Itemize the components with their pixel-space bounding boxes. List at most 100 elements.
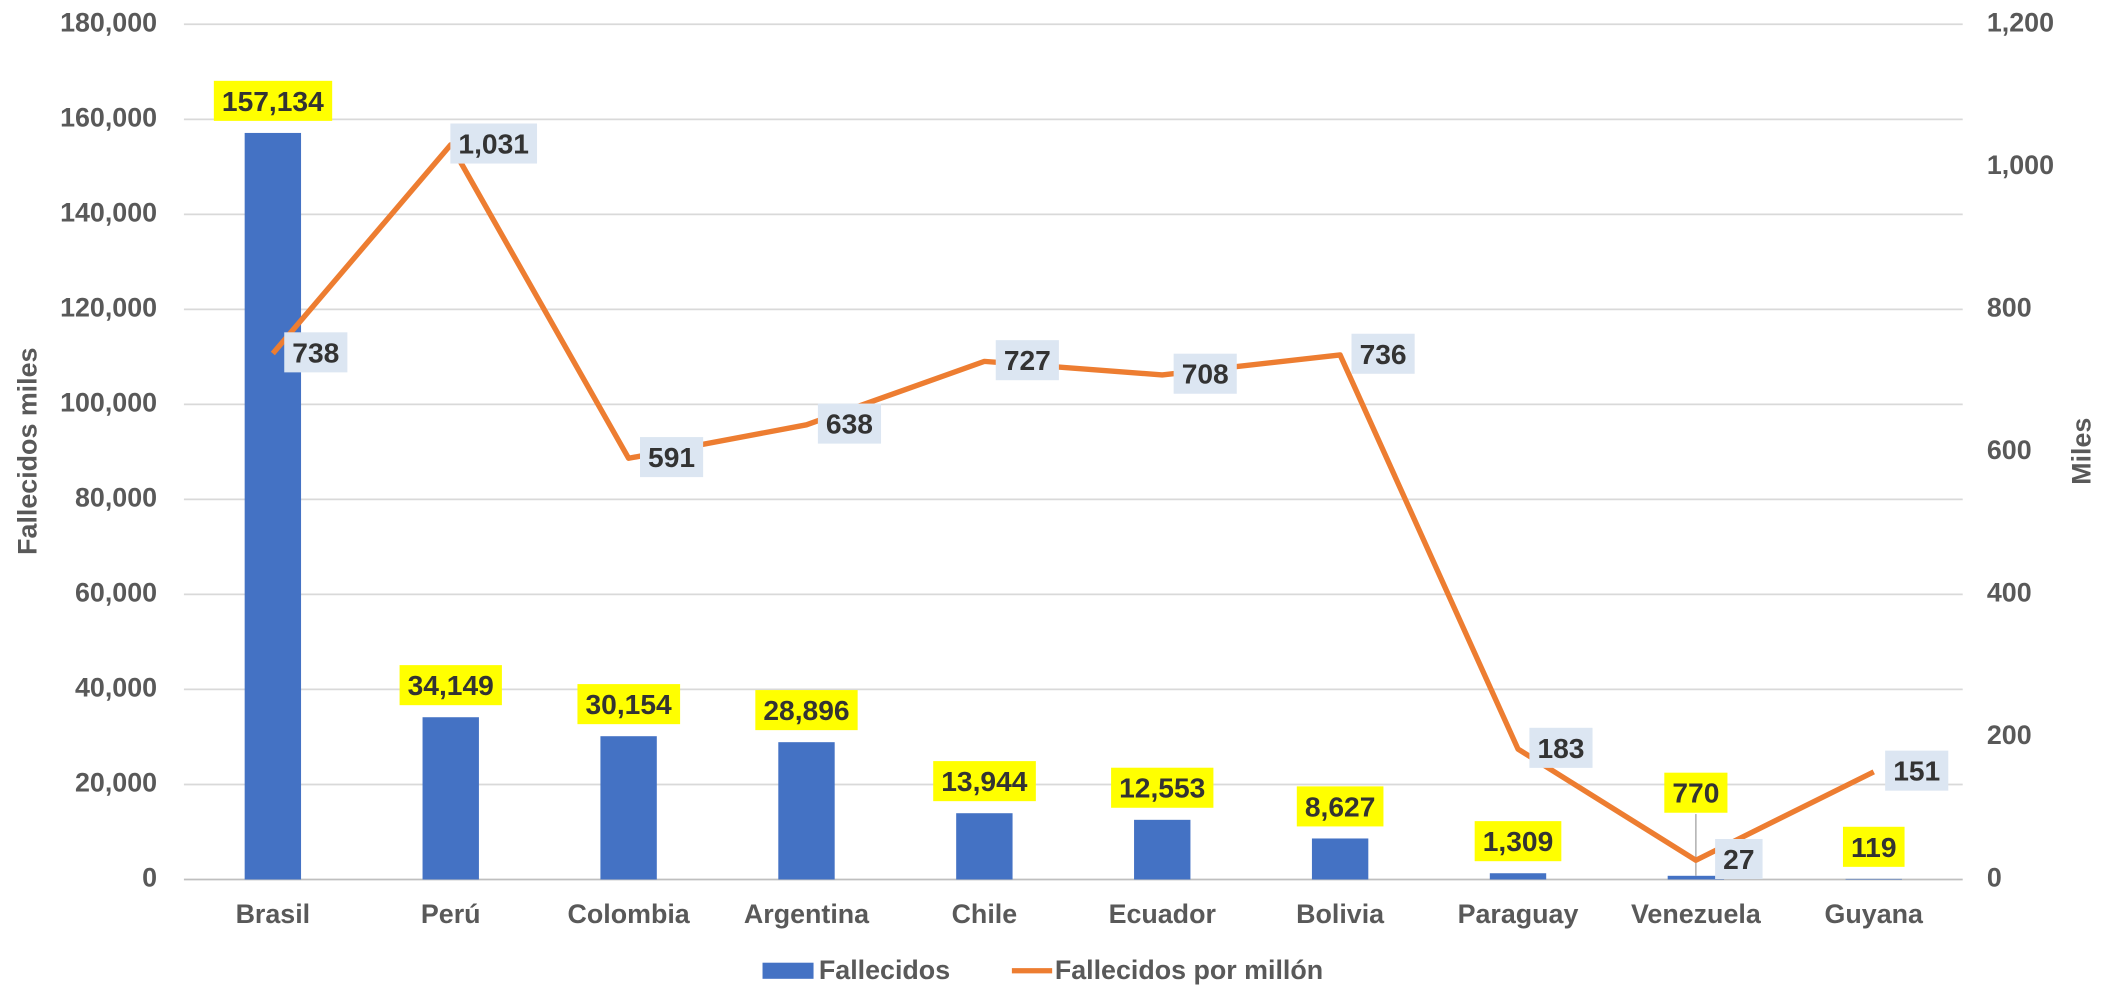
data-label-box — [640, 437, 704, 478]
x-tick-label: Perú — [421, 899, 481, 929]
x-tick-label: Brasil — [236, 899, 311, 929]
data-label-text: 119 — [1851, 831, 1896, 863]
data-label: 1,031 — [450, 123, 538, 164]
data-label: 183 — [1529, 727, 1593, 768]
data-label-text: 727 — [1004, 344, 1051, 376]
line — [270, 142, 1875, 863]
data-label: 119 — [1842, 826, 1905, 867]
data-label-text: 151 — [1893, 755, 1940, 787]
data-label-box — [399, 665, 502, 706]
data-label-box — [1664, 772, 1728, 813]
data-label-box — [995, 340, 1059, 381]
data-label: 736 — [1351, 333, 1415, 374]
data-label: 638 — [817, 403, 882, 444]
data-label-box — [450, 123, 538, 164]
y-tick-label: 140,000 — [60, 197, 157, 227]
data-label-text: 1,309 — [1483, 825, 1554, 857]
x-tick-label: Venezuela — [1631, 899, 1762, 929]
legend-label: Fallecidos — [819, 955, 950, 985]
y-tick-label: 80,000 — [75, 482, 157, 512]
bar — [600, 736, 657, 880]
data-label-box — [1529, 727, 1593, 768]
data-label: 27 — [1715, 838, 1763, 880]
data-label: 708 — [1173, 353, 1237, 394]
data-label-box — [1715, 838, 1763, 880]
data-label-text: 27 — [1723, 843, 1754, 875]
data-label: 157,134 — [213, 80, 333, 121]
y-tick-label: 60,000 — [75, 578, 157, 608]
data-label-text: 1,031 — [458, 128, 529, 160]
bar — [1311, 838, 1369, 880]
y2-tick-label: 1,000 — [1987, 150, 2054, 180]
data-label: 8,627 — [1296, 786, 1384, 827]
y-tick-label: 120,000 — [60, 292, 157, 322]
data-label-box — [284, 332, 348, 373]
data-label: 12,553 — [1111, 767, 1214, 808]
y2-tick-label: 400 — [1987, 578, 2032, 608]
bar — [956, 813, 1013, 880]
y-tick-label: 160,000 — [60, 102, 157, 132]
data-label-box — [1111, 767, 1214, 808]
x-tick-label: Paraguay — [1458, 899, 1579, 929]
legend-label: Fallecidos por millón — [1055, 955, 1323, 985]
data-label-text: 738 — [292, 336, 339, 368]
x-tick-label: Guyana — [1825, 899, 1924, 929]
data-label-text: 13,944 — [941, 765, 1028, 797]
data-label-box — [755, 690, 858, 731]
data-label: 28,896 — [755, 690, 858, 731]
data-label-box — [933, 761, 1036, 802]
x-tick-label: Chile — [952, 899, 1018, 929]
y-tick-label: 180,000 — [60, 7, 157, 37]
x-tick-label: Argentina — [744, 899, 870, 929]
bar — [1134, 819, 1191, 880]
x-tick-label: Bolivia — [1296, 899, 1385, 929]
bar — [244, 132, 302, 880]
data-label-box — [1474, 821, 1562, 862]
data-label: 591 — [640, 437, 704, 478]
data-label-text: 183 — [1537, 732, 1584, 764]
bar — [1667, 875, 1725, 880]
data-label-box — [817, 403, 882, 444]
data-label-text: 708 — [1182, 358, 1229, 390]
data-label-text: 157,134 — [222, 85, 324, 117]
data-label-box — [1351, 333, 1415, 374]
data-label-text: 30,154 — [586, 688, 673, 720]
data-label-text: 770 — [1672, 777, 1719, 809]
data-label-box — [1842, 826, 1905, 867]
y2-tick-label: 1,200 — [1987, 7, 2054, 37]
data-label-box — [1885, 750, 1949, 791]
bar — [422, 717, 479, 880]
bar — [778, 742, 835, 880]
y2-tick-label: 800 — [1987, 292, 2032, 322]
data-label-box — [577, 684, 681, 725]
data-label-text: 28,896 — [763, 694, 849, 726]
y2-tick-label: 600 — [1987, 435, 2032, 465]
y-tick-label: 20,000 — [75, 768, 157, 798]
y2-tick-label: 0 — [1987, 863, 2002, 893]
data-label: 30,154 — [577, 684, 681, 725]
bar — [1489, 873, 1547, 880]
data-label-text: 591 — [648, 441, 695, 473]
data-label-text: 12,553 — [1119, 772, 1205, 804]
y2-axis-label: Miles — [2067, 418, 2097, 485]
data-label-box — [1296, 786, 1384, 827]
data-label: 738 — [284, 332, 348, 373]
y2-tick-label: 200 — [1987, 720, 2032, 750]
y-axis-label: Fallecidos miles — [13, 348, 43, 555]
y-tick-label: 40,000 — [75, 673, 157, 703]
data-label: 727 — [995, 340, 1059, 381]
data-label: 13,944 — [933, 761, 1036, 802]
data-label: 34,149 — [399, 665, 502, 706]
data-label-text: 736 — [1360, 338, 1407, 370]
bar — [1845, 878, 1902, 880]
data-label-text: 8,627 — [1305, 790, 1376, 822]
data-label-text: 34,149 — [408, 669, 494, 701]
x-tick-label: Colombia — [567, 899, 690, 929]
y-tick-label: 0 — [142, 863, 157, 893]
data-label-box — [213, 80, 333, 121]
data-label: 770 — [1664, 772, 1728, 813]
data-label: 151 — [1885, 750, 1949, 791]
data-label-box — [1173, 353, 1237, 394]
data-label-text: 638 — [826, 408, 873, 440]
